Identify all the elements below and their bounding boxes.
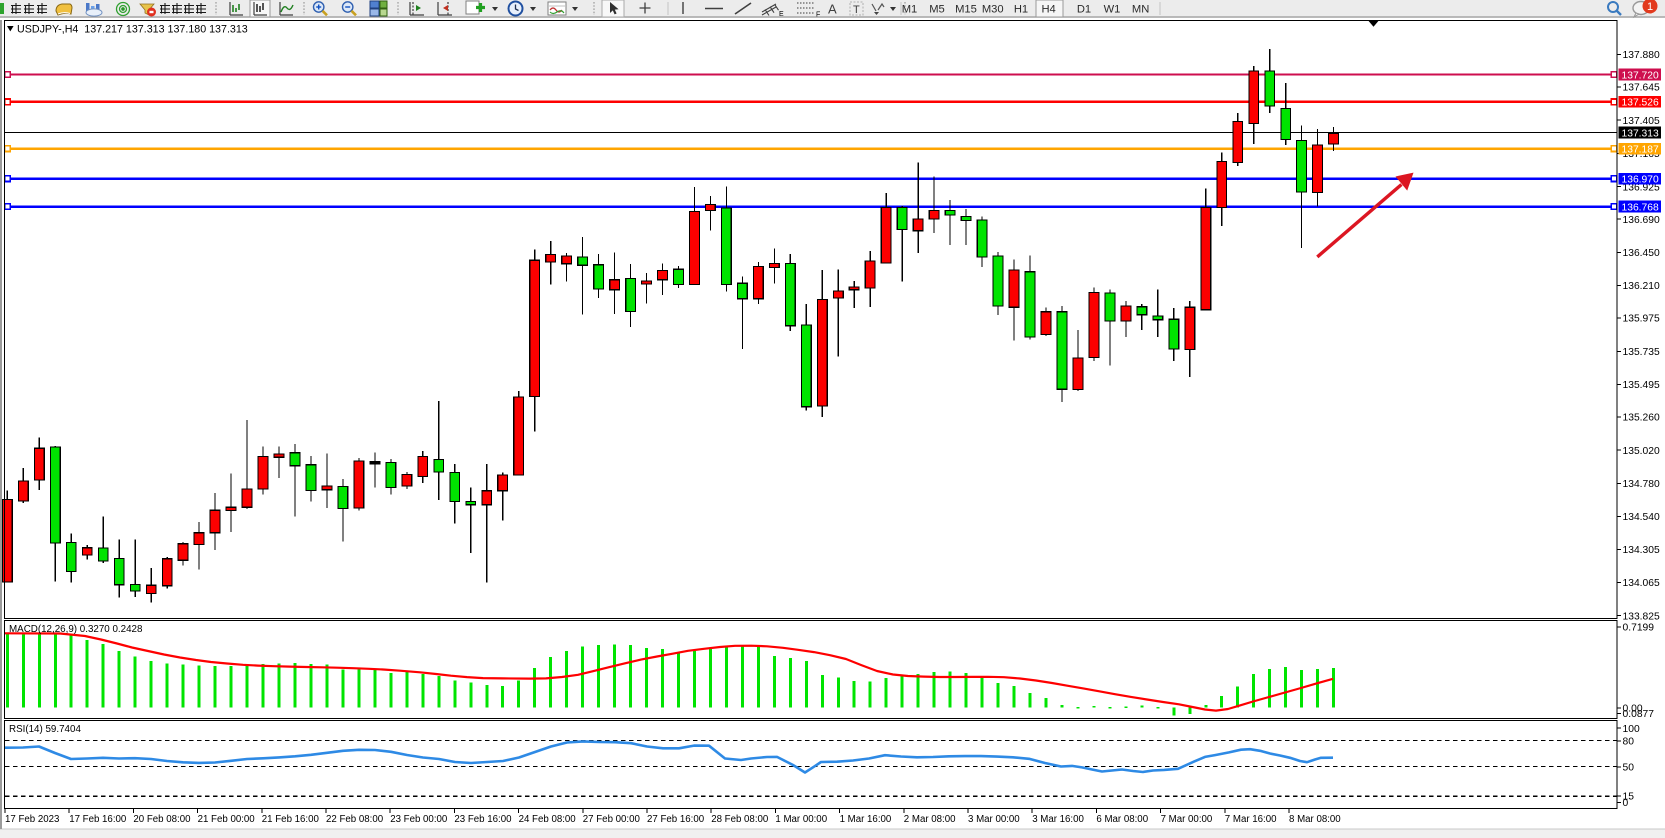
svg-text:15: 15 xyxy=(1623,792,1635,803)
svg-text:T: T xyxy=(853,4,860,16)
svg-text:27 Feb 16:00: 27 Feb 16:00 xyxy=(647,814,705,825)
svg-text:135.975: 135.975 xyxy=(1623,314,1660,325)
svg-text:135.735: 135.735 xyxy=(1623,347,1660,358)
svg-text:20 Feb 08:00: 20 Feb 08:00 xyxy=(133,814,191,825)
svg-text:135.020: 135.020 xyxy=(1623,446,1660,457)
svg-text:1: 1 xyxy=(1647,1,1653,13)
svg-text:80: 80 xyxy=(1623,736,1635,747)
svg-text:D1: D1 xyxy=(1077,4,1091,16)
svg-text:RSI(14) 59.7404: RSI(14) 59.7404 xyxy=(9,724,81,735)
svg-text:A: A xyxy=(828,2,837,17)
svg-text:M1: M1 xyxy=(902,4,918,16)
svg-text:H4: H4 xyxy=(1041,4,1055,16)
svg-text:134.065: 134.065 xyxy=(1623,578,1660,589)
svg-text:28 Feb 08:00: 28 Feb 08:00 xyxy=(711,814,769,825)
svg-text:23 Feb 00:00: 23 Feb 00:00 xyxy=(390,814,448,825)
svg-text:MACD(12,26,9) 0.3270 0.2428: MACD(12,26,9) 0.3270 0.2428 xyxy=(9,624,143,635)
svg-text:24 Feb 08:00: 24 Feb 08:00 xyxy=(519,814,577,825)
svg-text:1 Mar 00:00: 1 Mar 00:00 xyxy=(775,814,827,825)
svg-text:137.187: 137.187 xyxy=(1622,145,1659,156)
svg-text:136.970: 136.970 xyxy=(1622,175,1659,186)
svg-text:MN: MN xyxy=(1132,4,1149,16)
svg-text:17 Feb 16:00: 17 Feb 16:00 xyxy=(69,814,127,825)
svg-text:100: 100 xyxy=(1623,724,1640,735)
svg-text:2 Mar 08:00: 2 Mar 08:00 xyxy=(904,814,956,825)
svg-text:3 Mar 16:00: 3 Mar 16:00 xyxy=(1032,814,1084,825)
svg-text:8 Mar 08:00: 8 Mar 08:00 xyxy=(1289,814,1341,825)
svg-text:7 Mar 00:00: 7 Mar 00:00 xyxy=(1161,814,1213,825)
svg-text:136.690: 136.690 xyxy=(1623,215,1660,226)
svg-text:137.645: 137.645 xyxy=(1623,83,1660,94)
svg-text:21 Feb 00:00: 21 Feb 00:00 xyxy=(198,814,256,825)
svg-text:E: E xyxy=(779,11,784,18)
svg-text:23 Feb 16:00: 23 Feb 16:00 xyxy=(454,814,512,825)
svg-text:0: 0 xyxy=(1623,798,1629,809)
svg-text:134.540: 134.540 xyxy=(1623,512,1660,523)
svg-text:137.313: 137.313 xyxy=(1622,128,1659,139)
svg-text:17 Feb 2023: 17 Feb 2023 xyxy=(5,814,59,825)
svg-text:137.405: 137.405 xyxy=(1623,116,1660,127)
svg-text:F: F xyxy=(816,12,820,19)
svg-text:136.768: 136.768 xyxy=(1622,202,1659,213)
svg-text:22 Feb 08:00: 22 Feb 08:00 xyxy=(326,814,384,825)
svg-text:M30: M30 xyxy=(982,4,1004,16)
svg-text:21 Feb 16:00: 21 Feb 16:00 xyxy=(262,814,320,825)
svg-text:136.450: 136.450 xyxy=(1623,248,1660,259)
svg-text:0.7199: 0.7199 xyxy=(1623,622,1655,633)
svg-text:1 Mar 16:00: 1 Mar 16:00 xyxy=(840,814,892,825)
svg-text:W1: W1 xyxy=(1104,4,1121,16)
svg-text:137.526: 137.526 xyxy=(1622,98,1659,109)
svg-text:137.720: 137.720 xyxy=(1622,70,1659,81)
svg-text:50: 50 xyxy=(1623,762,1635,773)
svg-text:135.495: 135.495 xyxy=(1623,380,1660,391)
svg-text:0.0877: 0.0877 xyxy=(1623,709,1655,720)
svg-text:27 Feb 00:00: 27 Feb 00:00 xyxy=(583,814,641,825)
svg-text:133.825: 133.825 xyxy=(1623,611,1660,622)
svg-text:0.00: 0.00 xyxy=(1623,704,1643,715)
svg-text:6 Mar 08:00: 6 Mar 08:00 xyxy=(1096,814,1148,825)
svg-text:M15: M15 xyxy=(955,4,977,16)
svg-text:H1: H1 xyxy=(1014,4,1028,16)
svg-text:136.925: 136.925 xyxy=(1623,182,1660,193)
svg-text:135.260: 135.260 xyxy=(1623,413,1660,424)
svg-text:7 Mar 16:00: 7 Mar 16:00 xyxy=(1225,814,1277,825)
svg-text:USDJPY-,H4 137.217 137.313 13: USDJPY-,H4 137.217 137.313 137.180 137.3… xyxy=(17,24,248,36)
svg-text:134.780: 134.780 xyxy=(1623,479,1660,490)
svg-text:137.880: 137.880 xyxy=(1623,50,1660,61)
svg-text:M5: M5 xyxy=(929,4,945,16)
svg-text:3 Mar 00:00: 3 Mar 00:00 xyxy=(968,814,1020,825)
svg-text:136.210: 136.210 xyxy=(1623,281,1660,292)
svg-text:134.305: 134.305 xyxy=(1623,545,1660,556)
